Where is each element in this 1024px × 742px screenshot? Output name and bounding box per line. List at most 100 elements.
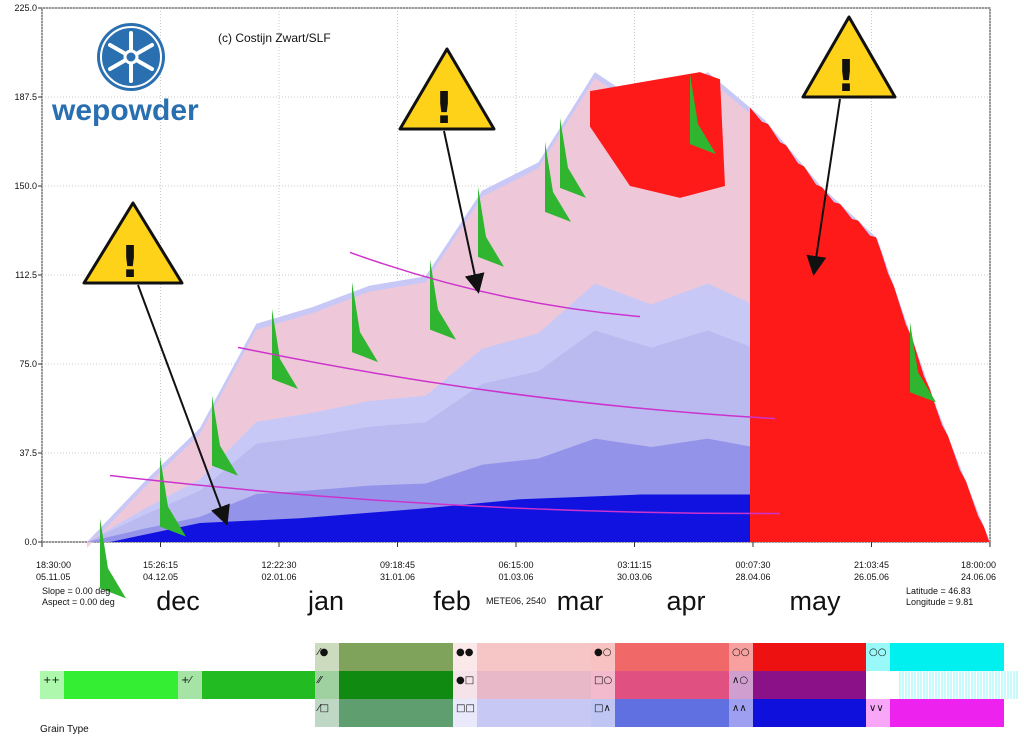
copyright-text: (c) Costijn Zwart/SLF [218, 31, 331, 45]
legend-symbol: ⁄● [316, 647, 329, 658]
legend-symbol-bg [315, 671, 339, 699]
depth-hoar-layer [110, 494, 780, 542]
legend-symbol-bg [866, 643, 890, 671]
legend-symbol: ●□ [456, 675, 474, 686]
snowpack-layers [87, 72, 990, 599]
crust-line [349, 251, 641, 318]
crust-line [109, 474, 781, 515]
legend-symbol: ∧○ [732, 675, 748, 686]
slope-info: Slope = 0.00 deg [42, 586, 110, 596]
legend-symbol: □○ [594, 675, 612, 686]
x-tick-time: 03:11:15 [617, 560, 651, 570]
svg-text:!: ! [434, 83, 454, 134]
x-tick-time: 00:07:30 [735, 560, 770, 570]
x-tick-time: 09:18:45 [380, 560, 415, 570]
legend-symbol-bg [866, 699, 890, 727]
new-snow-spike [560, 117, 586, 198]
month-label: may [789, 586, 841, 616]
svg-text:!: ! [120, 237, 140, 288]
y-tick-label: 37.5 [19, 448, 37, 458]
x-tick-date: 26.05.06 [854, 572, 889, 582]
crust-lines [109, 251, 781, 515]
legend-symbol: ○○ [732, 647, 749, 658]
aspect-info: Aspect = 0.00 deg [42, 597, 115, 607]
new-snow-spike [352, 282, 378, 363]
x-tick-time: 06:15:00 [498, 560, 533, 570]
x-tick-date: 02.01.06 [261, 572, 296, 582]
x-tick-time: 12:22:30 [261, 560, 296, 570]
y-tick-label: 75.0 [19, 359, 37, 369]
legend-symbol: ●● [456, 647, 474, 658]
month-label: mar [557, 586, 604, 616]
x-tick-date: 24.06.06 [961, 572, 996, 582]
legend-symbol: □□ [456, 703, 475, 714]
longitude-info: Longitude = 9.81 [906, 597, 973, 607]
x-tick-date: 01.03.06 [498, 572, 533, 582]
station-label: METE06, 2540 [486, 596, 546, 606]
new-snow-spike [160, 456, 186, 537]
new-snow-layers [100, 74, 936, 599]
latitude-info: Latitude = 46.83 [906, 586, 971, 596]
legend-symbol-bg [591, 699, 615, 727]
legend-symbol: ∧∧ [732, 703, 747, 714]
warning-icon: ! [801, 15, 897, 102]
new-snow-spike [212, 395, 238, 476]
snowflake-icon [97, 23, 165, 91]
warning-icon: ! [398, 47, 496, 134]
legend-symbol: □∧ [594, 703, 611, 714]
svg-text:!: ! [836, 51, 856, 102]
warning-annotations: ! ! ! [82, 15, 897, 526]
x-tick-date: 30.03.06 [617, 572, 652, 582]
month-label: jan [307, 586, 344, 616]
melt-forms-layer [750, 107, 990, 544]
x-axis: 18:30:00 05.11.05 15:26:15 04.12.05 12:22:30… [36, 542, 996, 582]
x-tick-time: 15:26:15 [143, 560, 178, 570]
month-label: dec [156, 586, 200, 616]
y-tick-label: 0.0 [24, 537, 37, 547]
warning-arrow [443, 130, 485, 294]
y-tick-label: 112.5 [15, 270, 37, 280]
legend-symbol-bg [178, 671, 202, 699]
new-snow-spike [690, 74, 716, 155]
legend-symbol-bg [315, 699, 339, 727]
warning-arrow [806, 98, 841, 276]
legend-symbol-bg [729, 671, 753, 699]
legend-symbol-bg [729, 643, 753, 671]
x-tick-date: 31.01.06 [380, 572, 415, 582]
x-tick-time: 18:00:00 [961, 560, 996, 570]
month-label: apr [666, 586, 705, 616]
legend-symbol: ∨∨ [869, 703, 884, 714]
legend-symbol: ⁄⁄ [316, 675, 324, 686]
legend-symbol-bg [591, 671, 615, 699]
legend-symbol: +⁄ [181, 675, 193, 686]
x-tick-date: 05.11.05 [36, 572, 70, 582]
legend-symbol: ++ [43, 675, 60, 686]
grain-type-legend: ++ +⁄ ⁄● ⁄⁄ ⁄□ ●● ●□ □□ ●○ □○ □∧ ○○ ∧○ ∧∧ ○○ ∨∨ [40, 643, 1018, 727]
month-label: feb [433, 586, 471, 616]
brand-name: wepowder [51, 94, 199, 127]
y-tick-label: 187.5 [14, 92, 37, 102]
legend-symbol-bg [40, 671, 64, 699]
new-snow-spike [272, 309, 298, 390]
new-snow-spike [545, 141, 571, 222]
crust-line [237, 346, 776, 420]
x-tick-time: 18:30:00 [36, 560, 71, 570]
warning-arrow [137, 284, 230, 526]
legend-symbol-bg [315, 643, 339, 671]
y-tick-label: 225.0 [14, 3, 37, 13]
legend-title: Grain Type [40, 724, 89, 735]
new-snow-spike [100, 518, 126, 599]
x-tick-date: 28.04.06 [735, 572, 770, 582]
x-tick-date: 04.12.05 [143, 572, 178, 582]
legend-symbol-bg [453, 699, 477, 727]
new-snow-spike [430, 259, 456, 340]
y-axis: 0.0 37.5 75.0 112.5 150.0 187.5 225.0 [14, 3, 42, 547]
legend-symbol: ●○ [594, 647, 611, 658]
warning-icon: ! [82, 201, 184, 288]
legend-symbol: ⁄□ [316, 703, 329, 714]
legend-symbol-bg [453, 643, 477, 671]
new-snow-spike [478, 186, 504, 267]
legend-symbol-bg [591, 643, 615, 671]
y-tick-label: 150.0 [14, 181, 37, 191]
